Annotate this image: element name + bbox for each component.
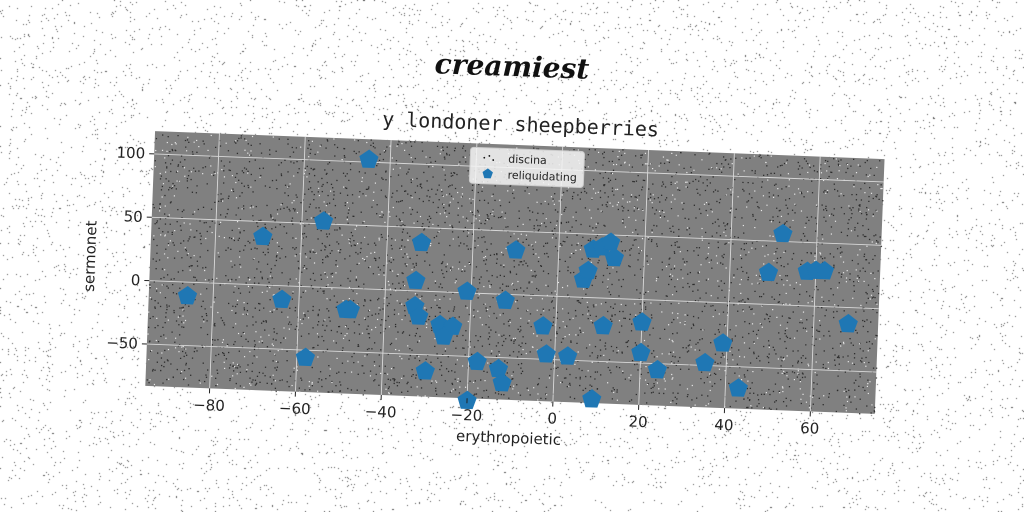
x-tick-label: 20	[628, 412, 648, 431]
data-point	[434, 326, 454, 345]
x-tick-label: 60	[800, 419, 820, 438]
data-point	[695, 352, 715, 372]
data-point	[838, 313, 858, 333]
grid-line-y	[146, 343, 877, 373]
y-tick-label: 100	[116, 143, 145, 162]
data-point	[713, 333, 733, 352]
x-tick-label: −40	[364, 402, 396, 421]
grid-line-y	[149, 280, 879, 310]
data-point	[773, 223, 793, 243]
grid-line-x	[809, 156, 821, 412]
legend-box	[468, 146, 585, 188]
x-tick-label: −80	[193, 396, 225, 415]
grid-line-x	[209, 133, 220, 389]
data-point	[593, 315, 613, 335]
data-point	[558, 346, 578, 365]
grid-lines	[146, 133, 884, 412]
legend: discina reliquidating	[468, 146, 585, 188]
legend-label-discina: discina	[508, 153, 547, 167]
data-point	[533, 316, 553, 335]
data-point	[582, 389, 602, 408]
x-tick-label: −20	[450, 406, 482, 425]
data-point	[492, 372, 512, 392]
x-tick-label: 0	[547, 409, 557, 427]
axis-ticks: −80 −60 −40 −20 0 20 40 60 −50 0 50 100	[106, 143, 820, 438]
data-point	[604, 247, 625, 267]
grid-line-x	[552, 146, 564, 402]
grid-line-x	[466, 143, 478, 399]
data-point	[506, 240, 526, 259]
chart-title: y londoner sheepberries	[382, 107, 660, 142]
grid-line-x	[724, 153, 735, 409]
data-point	[409, 306, 429, 325]
x-tick-label: 40	[714, 416, 734, 435]
y-tick-label: 50	[123, 207, 143, 226]
y-tick-label: −50	[106, 334, 138, 353]
data-point	[253, 226, 273, 246]
data-point	[336, 299, 356, 319]
data-point	[601, 232, 621, 251]
data-point	[359, 149, 379, 169]
data-point	[272, 289, 292, 309]
grid-line-x	[295, 136, 306, 392]
legend-marker-discina	[483, 156, 486, 159]
y-axis-label: sermonet	[80, 220, 101, 292]
data-point	[631, 342, 651, 362]
x-axis-label: erythropoietic	[456, 427, 562, 449]
data-point	[728, 378, 748, 397]
data-point	[313, 211, 334, 230]
data-point	[758, 262, 779, 282]
data-point	[578, 260, 598, 280]
grid-line-x	[638, 150, 649, 405]
data-point	[412, 232, 432, 252]
data-point	[495, 290, 515, 310]
data-point	[406, 270, 426, 290]
legend-marker-reliquidating	[482, 168, 493, 179]
y-tick-label: 0	[130, 271, 140, 289]
legend-label-reliquidating: reliquidating	[507, 169, 577, 185]
data-point	[415, 361, 435, 380]
data-point	[177, 286, 198, 305]
data-point	[457, 281, 477, 300]
legend-marker-discina	[488, 155, 491, 157]
x-tick-label: −60	[279, 399, 311, 418]
data-point	[647, 359, 667, 379]
data-point	[814, 260, 835, 280]
data-point	[632, 312, 652, 331]
plot-area	[145, 131, 885, 414]
grid-line-y	[151, 216, 882, 246]
data-point	[295, 347, 316, 367]
grid-line-x	[380, 140, 392, 395]
data-point	[536, 344, 556, 363]
legend-marker-discina	[492, 159, 495, 161]
data-point	[467, 351, 487, 371]
